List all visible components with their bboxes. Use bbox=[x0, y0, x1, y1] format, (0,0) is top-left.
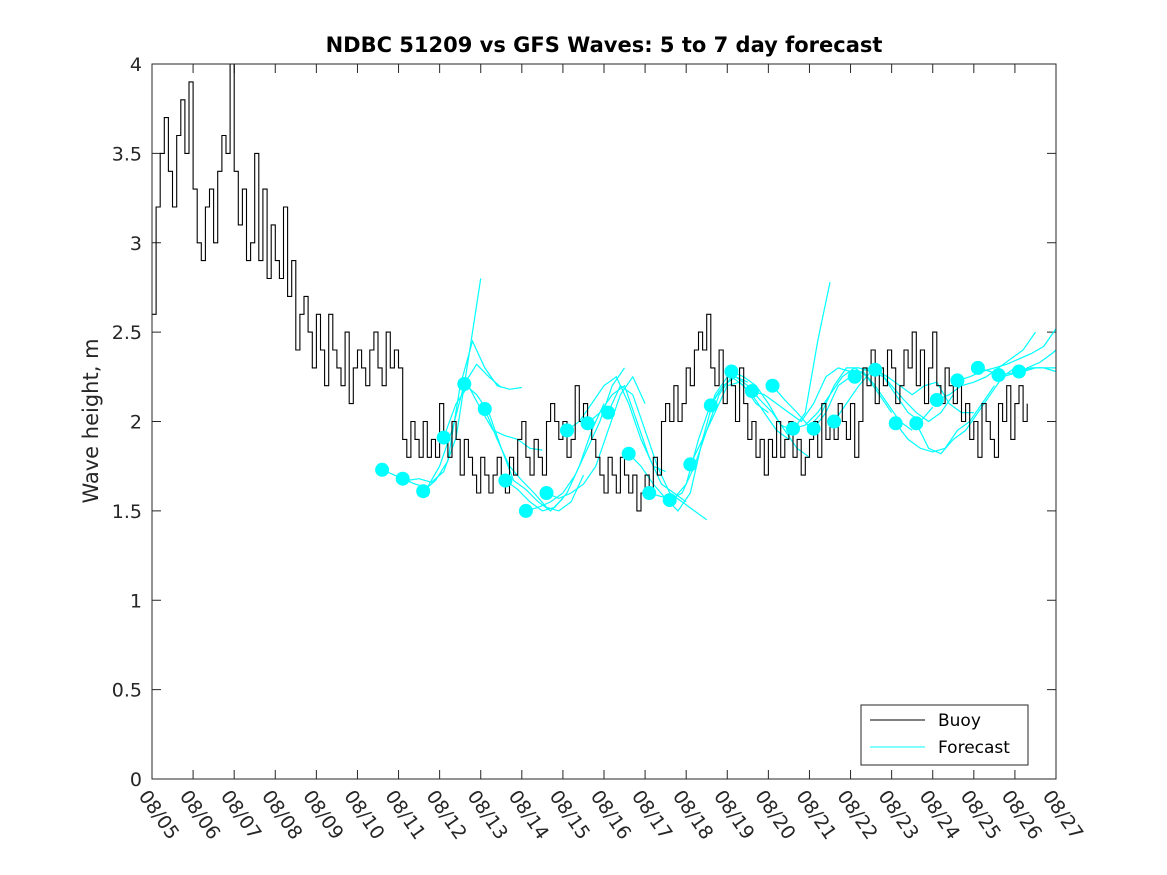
forecast-line bbox=[957, 328, 1057, 381]
forecast-marker bbox=[786, 421, 800, 436]
forecast-marker bbox=[560, 423, 574, 438]
x-tick-label: 08/05 bbox=[134, 786, 183, 843]
x-tick-label: 08/09 bbox=[298, 786, 347, 843]
x-tick-label: 08/13 bbox=[463, 786, 512, 843]
forecast-marker bbox=[703, 398, 718, 413]
forecast-marker bbox=[580, 416, 595, 431]
forecast-marker bbox=[498, 473, 513, 488]
forecast-line bbox=[546, 375, 646, 500]
x-tick-label: 08/07 bbox=[216, 786, 265, 843]
y-tick-label: 2 bbox=[130, 412, 142, 434]
forecast-marker bbox=[539, 486, 554, 500]
forecast-marker bbox=[806, 421, 821, 436]
x-tick-label: 08/20 bbox=[750, 786, 799, 843]
y-tick-label: 0 bbox=[130, 769, 142, 791]
forecast-marker bbox=[929, 393, 944, 407]
plot-background bbox=[152, 64, 1056, 779]
x-tick-label: 08/11 bbox=[380, 786, 429, 843]
x-tick-label: 08/08 bbox=[257, 786, 306, 843]
x-tick-label: 08/27 bbox=[1038, 786, 1087, 843]
forecast-line bbox=[505, 403, 605, 512]
x-tick-label: 08/17 bbox=[627, 786, 676, 843]
x-tick-label: 08/19 bbox=[709, 786, 758, 843]
y-tick-label: 3 bbox=[130, 233, 142, 255]
y-tick-label: 1.5 bbox=[112, 501, 142, 523]
forecast-line bbox=[484, 408, 585, 512]
forecast-marker bbox=[436, 430, 451, 445]
forecast-marker bbox=[970, 360, 985, 375]
legend-forecast-label: Forecast bbox=[938, 738, 1010, 758]
y-tick-labels: 0 0.5 1 1.5 2 2.5 3 3.5 4 bbox=[112, 54, 142, 791]
series-layer bbox=[152, 63, 1057, 521]
y-tick-label: 2.5 bbox=[112, 322, 142, 344]
y-tick-label: 3.5 bbox=[112, 143, 142, 165]
legend-box bbox=[860, 704, 1029, 766]
x-tick-label: 08/22 bbox=[832, 786, 881, 843]
x-tick-label: 08/12 bbox=[422, 786, 471, 843]
forecast-line bbox=[915, 367, 1016, 455]
y-axis-label: Wave height, m bbox=[79, 338, 103, 503]
forecast-marker bbox=[888, 416, 903, 431]
forecast-line bbox=[998, 367, 1056, 376]
forecast-marker bbox=[375, 462, 390, 477]
forecast-marker bbox=[991, 368, 1006, 382]
plot-frame bbox=[151, 63, 1057, 780]
forecast-marker bbox=[868, 362, 883, 377]
forecast-marker bbox=[847, 369, 862, 384]
x-tick-label: 08/25 bbox=[956, 786, 1005, 843]
forecast-marker bbox=[395, 471, 410, 486]
forecast-marker bbox=[765, 378, 780, 393]
forecast-marker bbox=[662, 493, 677, 508]
x-tick-label: 08/15 bbox=[545, 786, 594, 843]
x-tick-label: 08/06 bbox=[175, 786, 224, 843]
forecast-marker bbox=[724, 364, 739, 379]
x-tick-label: 08/14 bbox=[504, 786, 553, 843]
chart-title: NDBC 51209 vs GFS Waves: 5 to 7 day fore… bbox=[326, 33, 883, 57]
x-tick-label: 08/16 bbox=[586, 786, 635, 843]
x-tick-label: 08/26 bbox=[997, 786, 1046, 843]
forecast-marker bbox=[683, 457, 698, 472]
forecast-marker bbox=[457, 377, 472, 391]
forecast-line bbox=[422, 339, 522, 492]
y-tick-label: 1 bbox=[130, 590, 142, 612]
legend: Buoy Forecast bbox=[860, 704, 1029, 766]
forecast-marker bbox=[827, 414, 842, 429]
forecast-marker bbox=[744, 384, 759, 399]
x-tick-label: 08/21 bbox=[791, 786, 840, 843]
forecast-line bbox=[587, 384, 687, 503]
x-tick-label: 08/18 bbox=[668, 786, 717, 843]
y-tick-label: 4 bbox=[130, 54, 142, 76]
forecast-marker bbox=[1012, 364, 1026, 379]
legend-buoy-label: Buoy bbox=[938, 711, 981, 731]
x-tick-label: 08/23 bbox=[874, 786, 923, 843]
forecast-marker bbox=[909, 416, 924, 431]
forecast-marker bbox=[518, 503, 533, 518]
x-tick-labels: 08/0508/0608/0708/0808/0908/1008/1108/12… bbox=[134, 786, 1087, 843]
x-tick-label: 08/24 bbox=[915, 786, 964, 843]
x-tick-label: 08/10 bbox=[339, 786, 388, 843]
forecast-marker bbox=[477, 402, 492, 416]
forecast-marker bbox=[416, 484, 431, 499]
forecast-line bbox=[525, 367, 625, 512]
forecast-line bbox=[751, 367, 851, 423]
y-tick-label: 0.5 bbox=[112, 680, 142, 702]
forecast-marker bbox=[642, 486, 657, 500]
forecast-marker bbox=[950, 373, 965, 388]
forecast-marker bbox=[621, 446, 636, 461]
forecast-marker bbox=[601, 405, 616, 420]
